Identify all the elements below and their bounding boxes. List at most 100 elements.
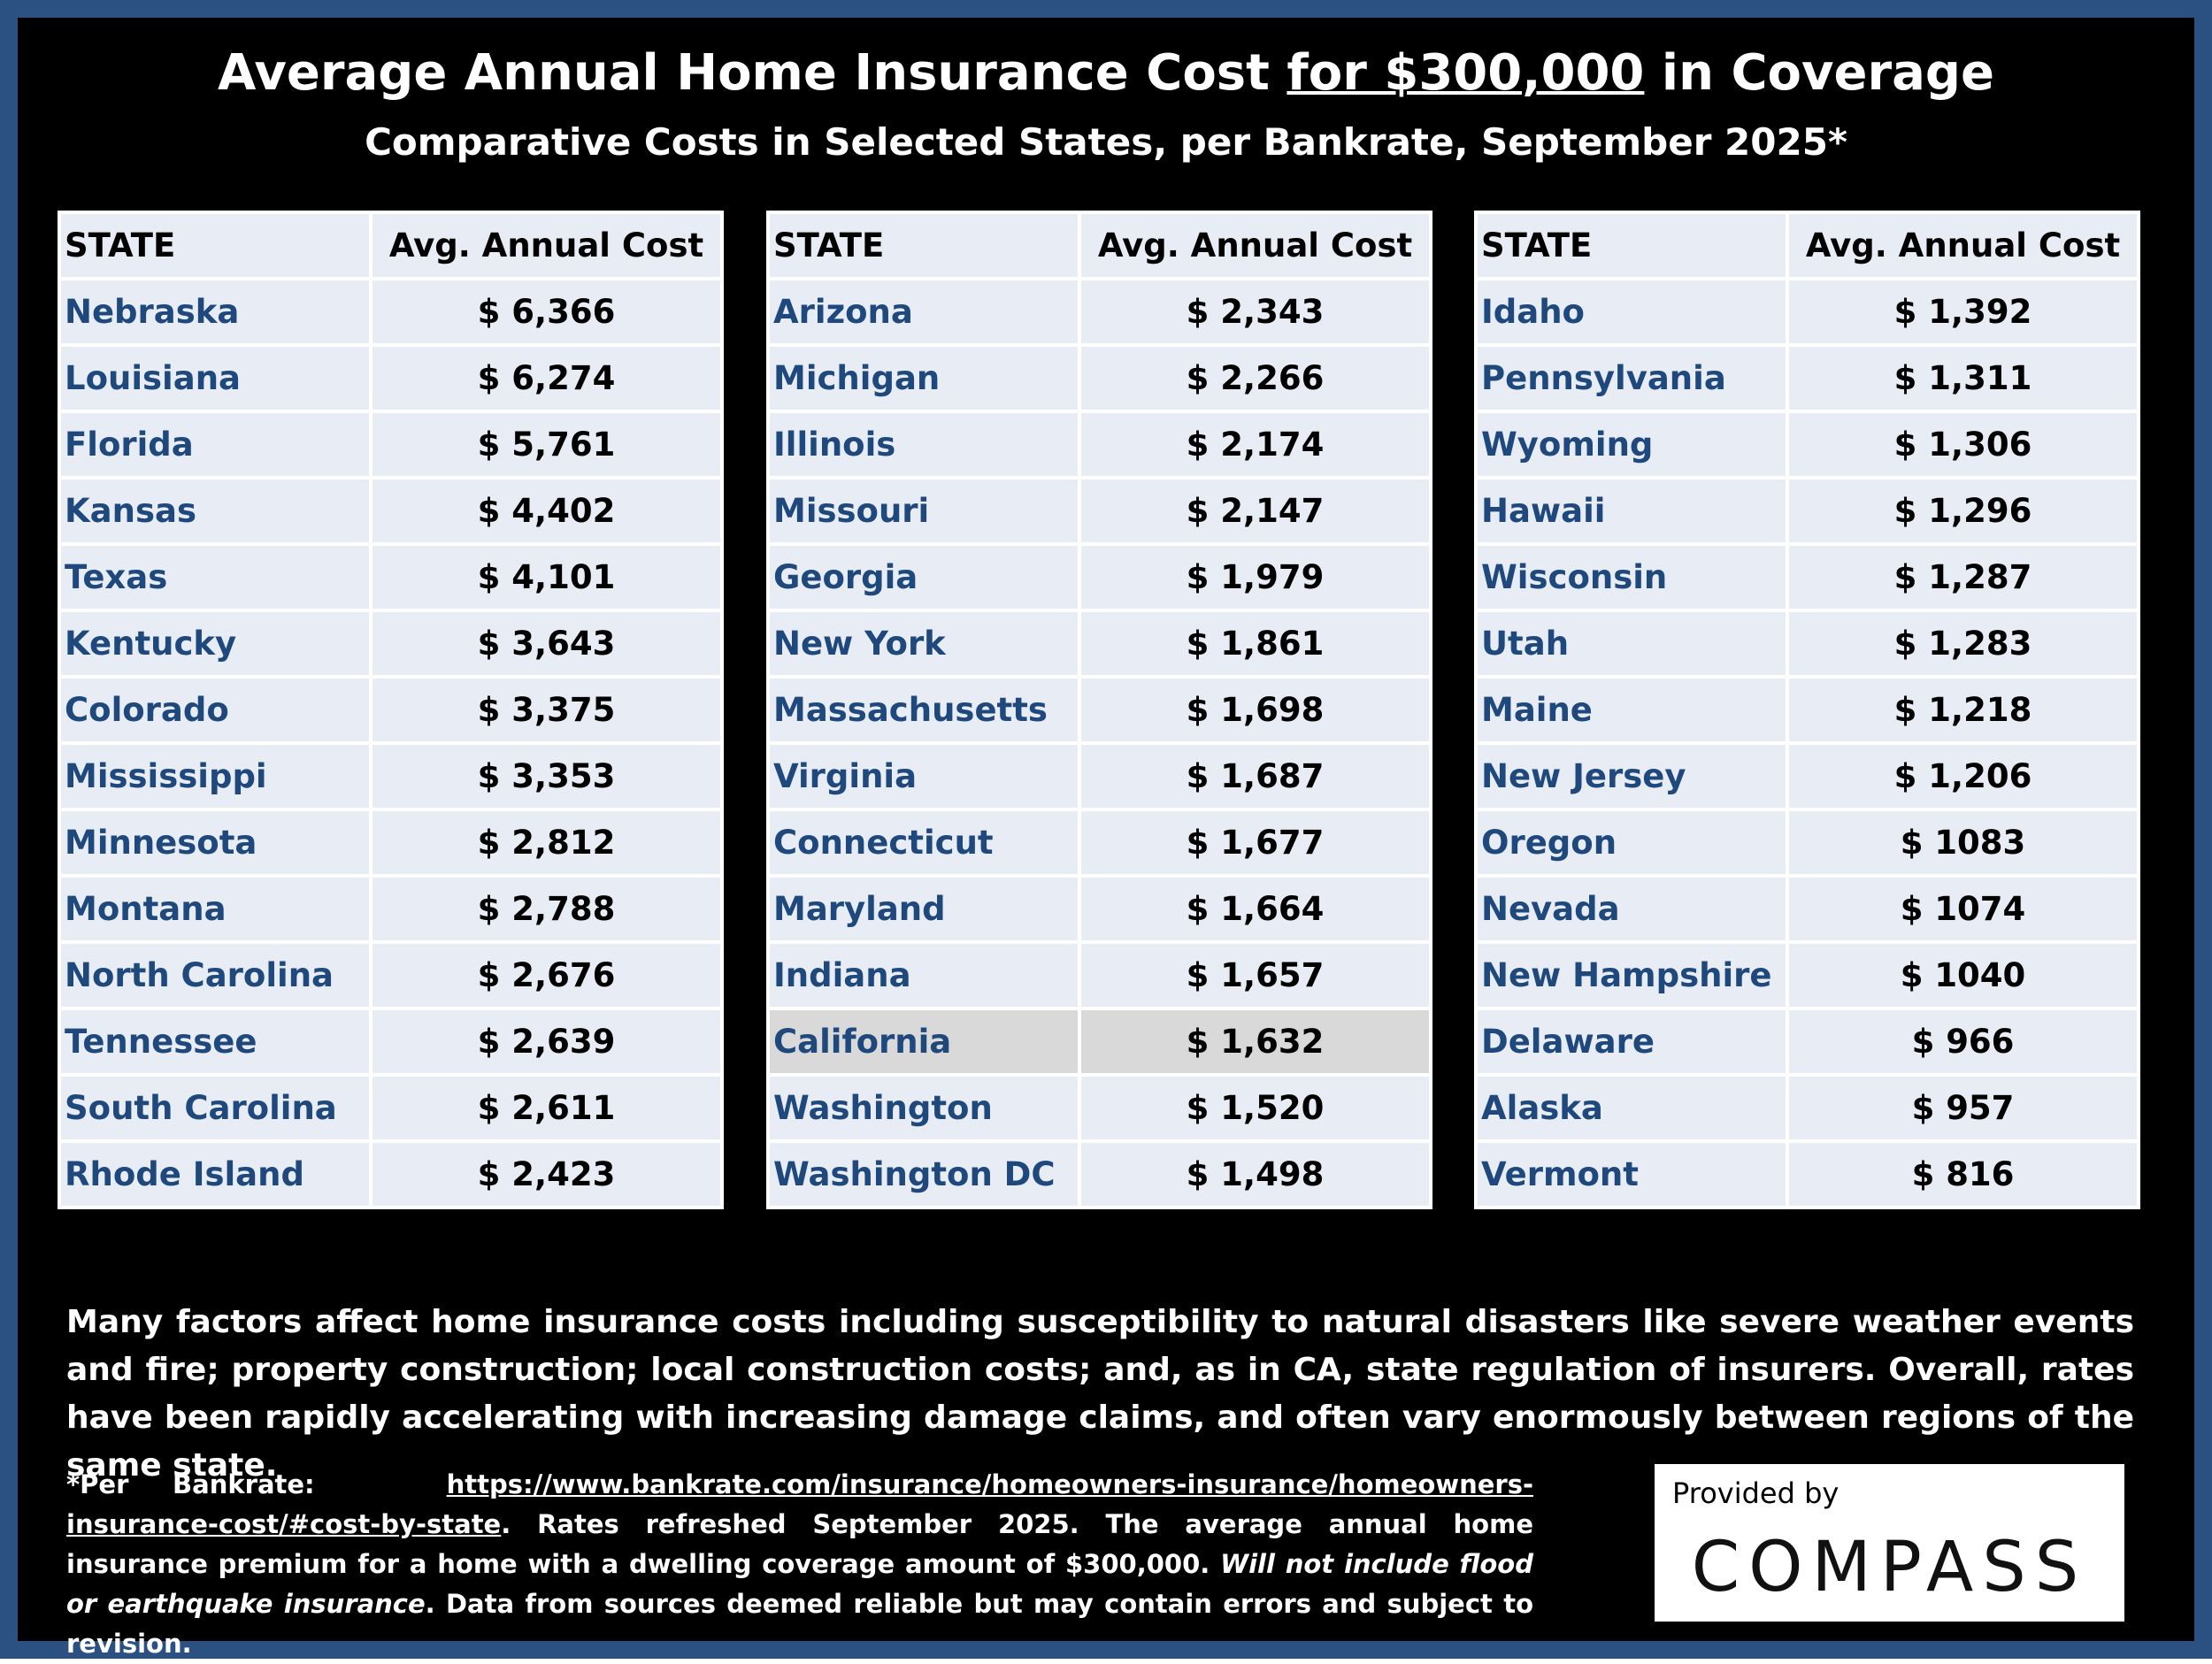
cost-cell: $ 1,206	[1786, 741, 2140, 811]
header-row: STATE Avg. Annual Cost	[58, 211, 724, 280]
state-cell: Arizona	[766, 277, 1081, 347]
state-cell: New Hampshire	[1474, 940, 1789, 1010]
cost-cell: $ 3,643	[369, 609, 724, 679]
cost-cell: $ 966	[1786, 1007, 2140, 1077]
state-cell: Maine	[1474, 675, 1789, 745]
header-cell: STATE	[1474, 211, 1789, 280]
state-table: STATE Avg. Annual Cost Nebraska $ 6,366 Loui…	[58, 211, 724, 1209]
title-underlined: for $300,000	[1286, 44, 1645, 102]
cost-cell: $ 4,101	[369, 542, 724, 612]
cost-cell: $ 1,664	[1078, 874, 1432, 944]
cost-cell: $ 1,287	[1786, 542, 2140, 612]
table-row: Delaware $ 966	[1474, 1007, 2140, 1077]
table-row: Utah $ 1,283	[1474, 609, 2140, 679]
cost-cell: $ 2,676	[369, 940, 724, 1010]
state-cell: Connecticut	[766, 808, 1081, 878]
header-cell: Avg. Annual Cost	[1078, 211, 1432, 280]
header-row: STATE Avg. Annual Cost	[766, 211, 1432, 280]
state-cell: Missouri	[766, 476, 1081, 546]
table-row: Texas $ 4,101	[58, 542, 724, 612]
cost-cell: $ 3,353	[369, 741, 724, 811]
logo: Provided by COMPASS	[1655, 1464, 2124, 1622]
table-row: Missouri $ 2,147	[766, 476, 1432, 546]
cost-cell: $ 6,274	[369, 343, 724, 413]
subtitle: Comparative Costs in Selected States, pe…	[365, 120, 1847, 164]
table-row: Kansas $ 4,402	[58, 476, 724, 546]
state-cell: Nevada	[1474, 874, 1789, 944]
title: Average Annual Home Insurance Cost for $…	[18, 44, 2194, 102]
state-cell: Nebraska	[58, 277, 373, 347]
state-cell: Vermont	[1474, 1139, 1789, 1209]
paragraph: Many factors affect home insurance costs…	[66, 1304, 2134, 1484]
state-cell: Delaware	[1474, 1007, 1789, 1077]
state-cell: South Carolina	[58, 1073, 373, 1143]
cost-cell: $ 1,311	[1786, 343, 2140, 413]
table-row: Washington DC $ 1,498	[766, 1139, 1432, 1209]
cost-cell: $ 1,218	[1786, 675, 2140, 745]
state-cell: Washington DC	[766, 1139, 1081, 1209]
state-cell: Louisiana	[58, 343, 373, 413]
table-row: Nevada $ 1074	[1474, 874, 2140, 944]
cost-cell: $ 1074	[1786, 874, 2140, 944]
cost-cell: $ 2,266	[1078, 343, 1432, 413]
state-cell: Massachusetts	[766, 675, 1081, 745]
cost-cell: $ 1,392	[1786, 277, 2140, 347]
table-row: Colorado $ 3,375	[58, 675, 724, 745]
state-cell: New York	[766, 609, 1081, 679]
table-row: Connecticut $ 1,677	[766, 808, 1432, 878]
cost-cell: $ 816	[1786, 1139, 2140, 1209]
state-cell: Texas	[58, 542, 373, 612]
state-cell: Utah	[1474, 609, 1789, 679]
table-row: Vermont $ 816	[1474, 1139, 2140, 1209]
state-cell: Michigan	[766, 343, 1081, 413]
table-row: Minnesota $ 2,812	[58, 808, 724, 878]
cost-cell: $ 1,979	[1078, 542, 1432, 612]
cost-cell: $ 1,520	[1078, 1073, 1432, 1143]
footnote-text: . Data from sources deemed reliable but …	[66, 1589, 1533, 1659]
state-cell: Oregon	[1474, 808, 1789, 878]
table-row: Kentucky $ 3,643	[58, 609, 724, 679]
state-cell: Minnesota	[58, 808, 373, 878]
state-cell: New Jersey	[1474, 741, 1789, 811]
cost-cell: $ 2,147	[1078, 476, 1432, 546]
state-cell: Virginia	[766, 741, 1081, 811]
table-row: South Carolina $ 2,611	[58, 1073, 724, 1143]
table-row: Arizona $ 2,343	[766, 277, 1432, 347]
table-row: Hawaii $ 1,296	[1474, 476, 2140, 546]
table-row: Rhode Island $ 2,423	[58, 1139, 724, 1209]
cost-cell: $ 1,498	[1078, 1139, 1432, 1209]
source-link[interactable]: https://www.bankrate.com/insurance/homeo…	[66, 1469, 1534, 1539]
table-row: Maryland $ 1,664	[766, 874, 1432, 944]
cost-cell: $ 6,366	[369, 277, 724, 347]
table-row: Louisiana $ 6,274	[58, 343, 724, 413]
table-row: Georgia $ 1,979	[766, 542, 1432, 612]
table-row: Florida $ 5,761	[58, 410, 724, 479]
state-cell: Wisconsin	[1474, 542, 1789, 612]
footnote: *Per Bankrate: https://www.bankrate.com/…	[66, 1465, 1533, 1664]
header-cell: STATE	[766, 211, 1081, 280]
footnote-lead: *Per Bankrate:	[66, 1469, 315, 1499]
state-cell: Wyoming	[1474, 410, 1789, 479]
state-cell: North Carolina	[58, 940, 373, 1010]
state-cell: Illinois	[766, 410, 1081, 479]
table-row: New Hampshire $ 1040	[1474, 940, 2140, 1010]
state-cell: Idaho	[1474, 277, 1789, 347]
table-row: Illinois $ 2,174	[766, 410, 1432, 479]
cost-cell: $ 1,296	[1786, 476, 2140, 546]
title-text: in Coverage	[1661, 44, 1994, 102]
table-row: Massachusetts $ 1,698	[766, 675, 1432, 745]
cost-cell: $ 1,687	[1078, 741, 1432, 811]
table-row: New Jersey $ 1,206	[1474, 741, 2140, 811]
state-table: STATE Avg. Annual Cost Arizona $ 2,343 Michi…	[766, 211, 1432, 1209]
state-cell: Georgia	[766, 542, 1081, 612]
table-row: Pennsylvania $ 1,311	[1474, 343, 2140, 413]
table-row: Virginia $ 1,687	[766, 741, 1432, 811]
logo-caption: Provided by	[1672, 1476, 1839, 1510]
cost-cell: $ 2,611	[369, 1073, 724, 1143]
cost-cell: $ 1,657	[1078, 940, 1432, 1010]
state-cell: Colorado	[58, 675, 373, 745]
state-cell: Kentucky	[58, 609, 373, 679]
state-cell: California	[766, 1007, 1081, 1077]
cost-cell: $ 1,306	[1786, 410, 2140, 479]
table-row: Alaska $ 957	[1474, 1073, 2140, 1143]
